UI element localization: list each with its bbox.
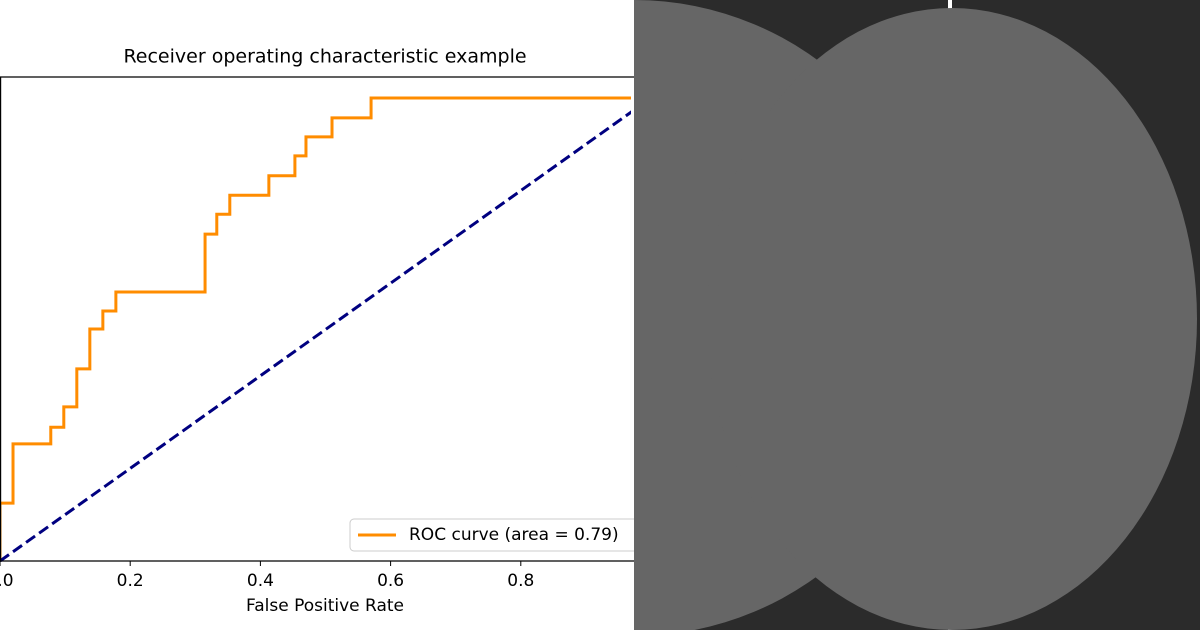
x-tick-label: 0.8	[507, 571, 534, 591]
legend-box	[349, 518, 634, 552]
legend: ROC curve (area = 0.79)	[349, 518, 634, 552]
x-tick-label: 0.4	[247, 571, 274, 591]
chart: Receiver operating characteristic exampl…	[0, 45, 634, 616]
plot-area	[0, 96, 631, 562]
chart-title: Receiver operating characteristic exampl…	[123, 46, 526, 68]
preview-panels	[634, 0, 1200, 630]
x-tick-label: 0.0	[0, 571, 14, 591]
half-circle	[707, 8, 1197, 630]
legend-label: ROC curve (area = 0.79)	[409, 525, 619, 545]
x-axis-label: False Positive Rate	[246, 596, 404, 616]
x-tick-label: 0.2	[117, 571, 144, 591]
x-tick-label: 0.6	[377, 571, 404, 591]
series-line	[0, 96, 631, 561]
series-line	[0, 110, 631, 562]
